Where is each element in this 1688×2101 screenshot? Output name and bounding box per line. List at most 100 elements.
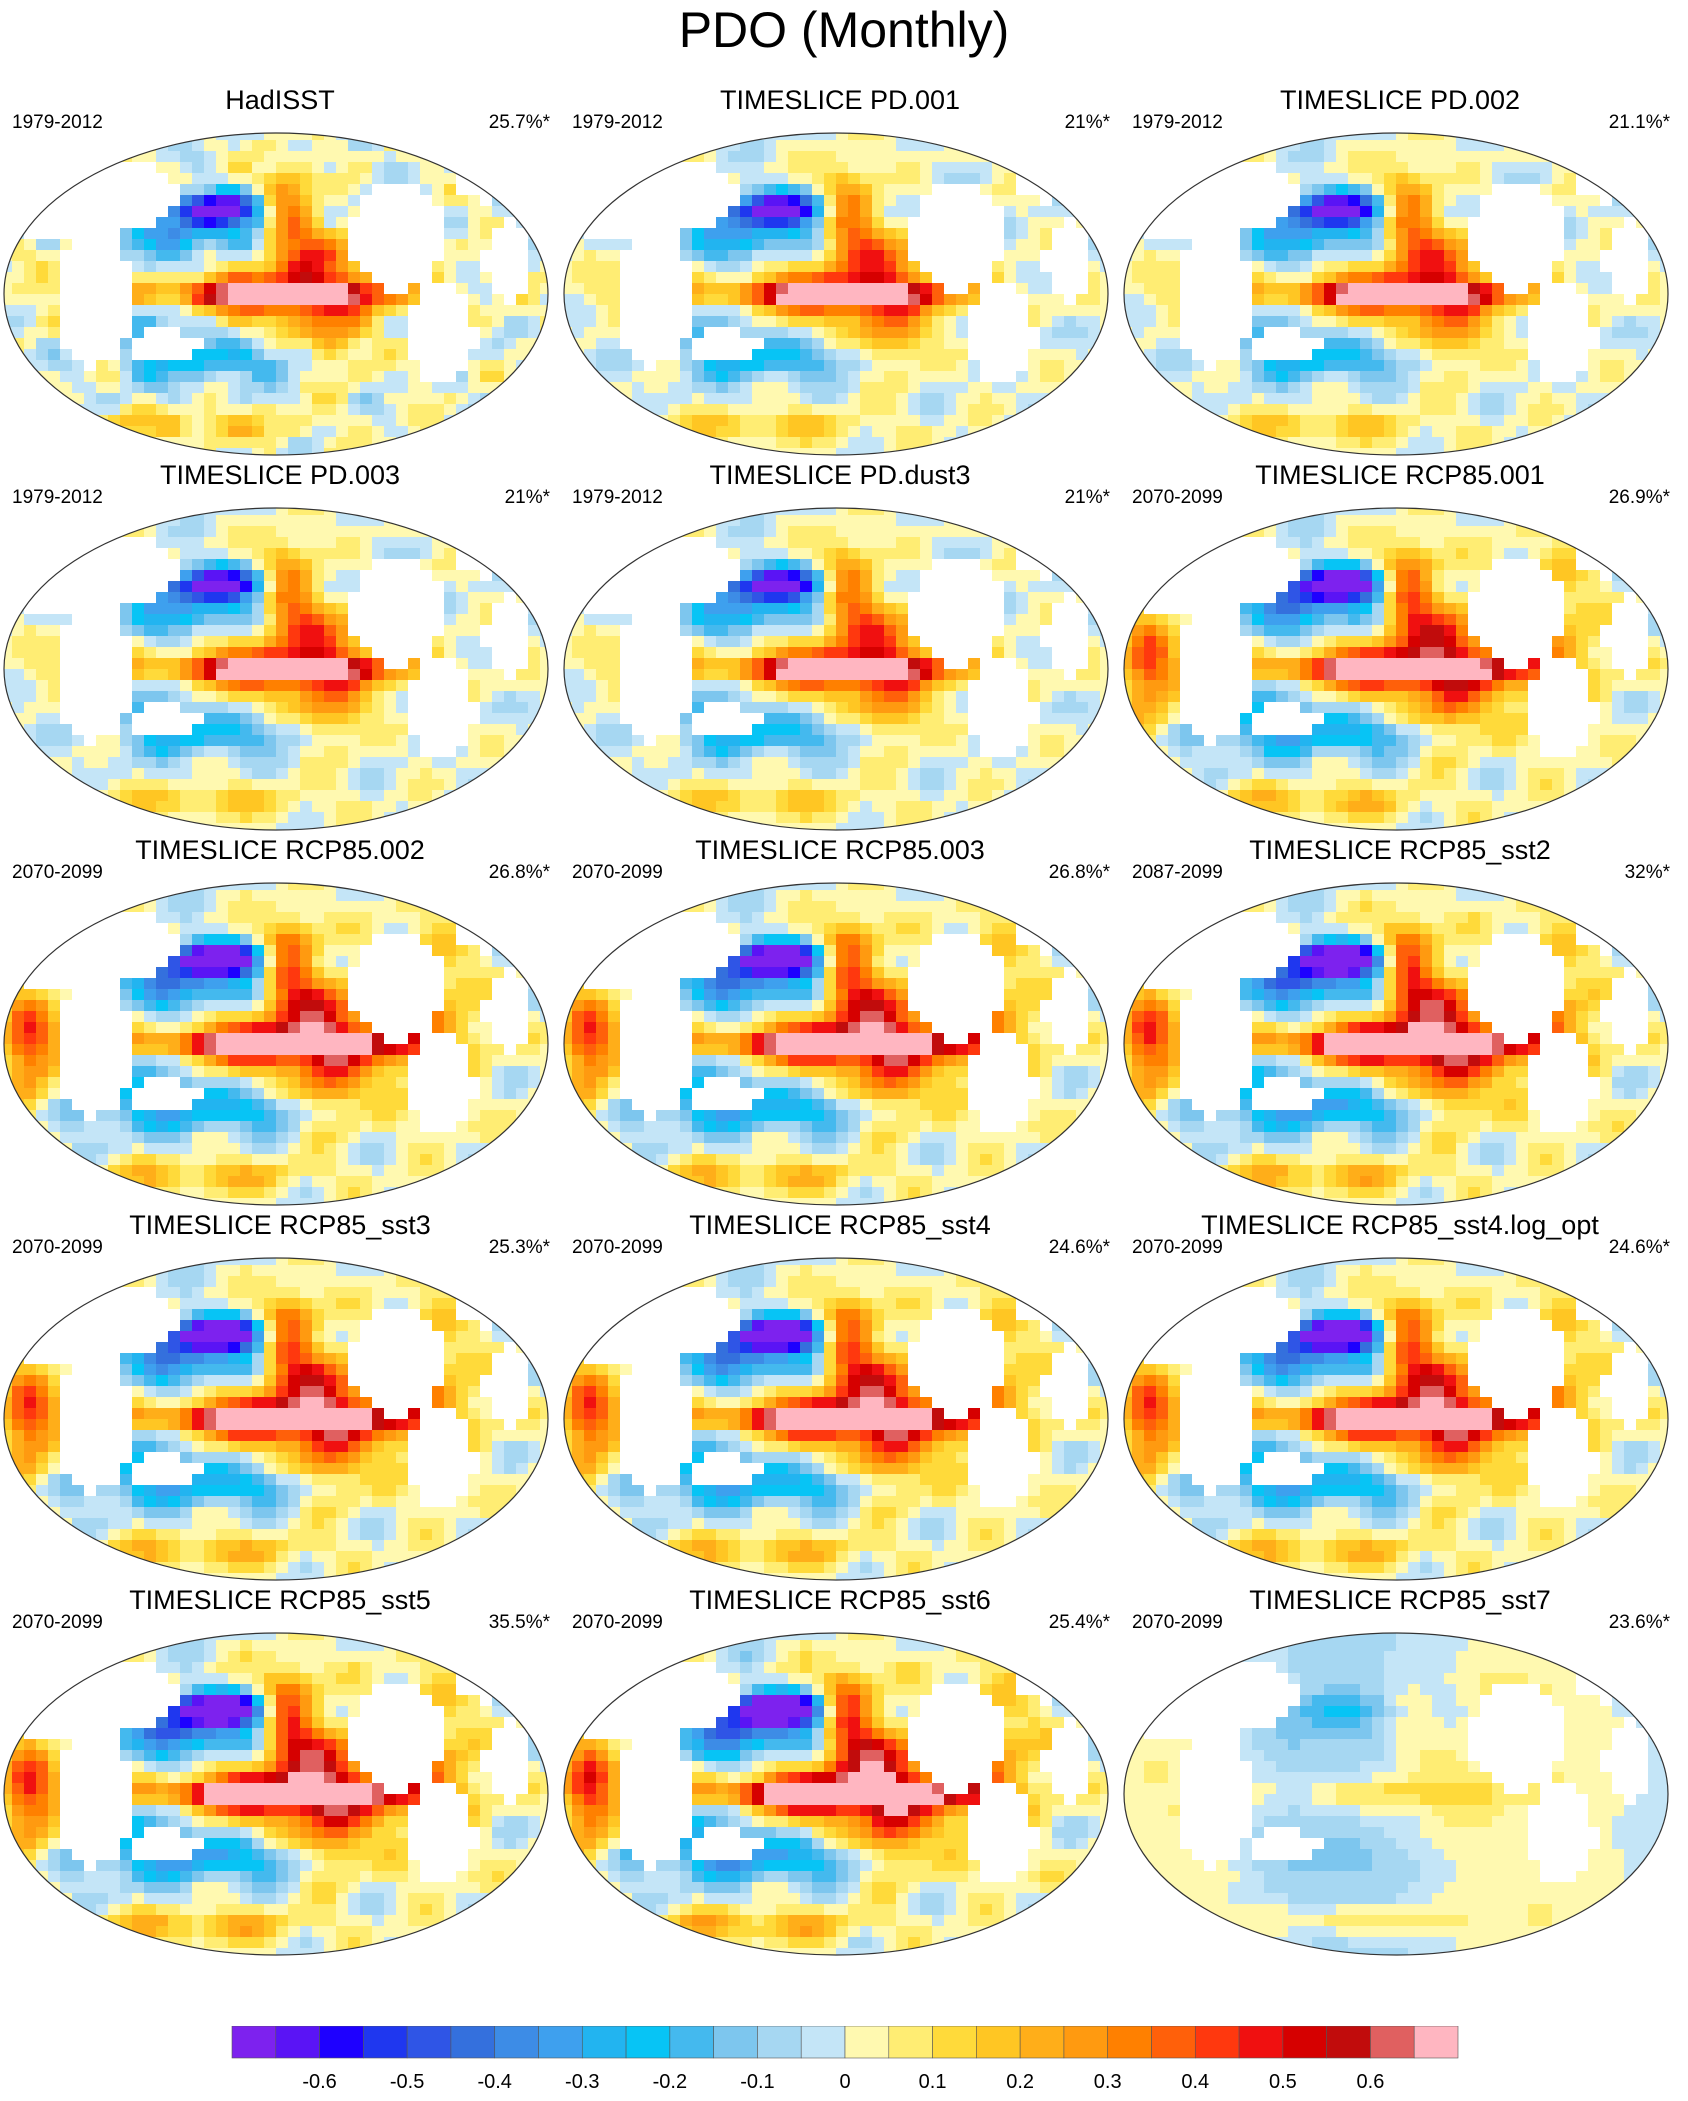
map-cell [216,592,229,604]
map-cell [1528,338,1541,350]
map-cell [1480,250,1493,262]
map-cell [480,206,493,218]
map-cell [620,316,633,328]
map-cell [264,415,277,427]
map-cell [12,195,25,207]
map-cell [132,371,145,383]
map-cell [920,228,933,240]
map-cell [668,371,681,383]
map-cell [692,393,705,405]
map-cell [1516,426,1529,438]
map-cell [1004,261,1017,273]
map-cell [776,162,789,174]
map-cell [1300,173,1313,185]
map-cell [848,162,861,174]
map-cell [432,658,445,670]
map-cell [1240,294,1253,306]
map-cell [584,305,597,317]
map-cell [60,614,73,626]
map-cell [572,360,585,372]
map-cell [1216,195,1229,207]
map-cell [36,404,49,416]
map-cell [1468,217,1481,229]
map-cell [252,349,265,361]
map-cell [444,294,457,306]
map-cell [24,173,37,185]
map-cell [1420,228,1433,240]
map-cell [480,360,493,372]
map-cell [908,283,921,295]
map-cell [584,338,597,350]
map-cell [564,140,573,152]
map-cell [848,140,861,152]
map-cell [540,206,548,218]
map-cell [192,581,205,593]
map-cell [1064,217,1077,229]
map-cell [1252,133,1265,141]
map-cell [1252,415,1265,427]
map-cell [800,327,813,339]
map-cell [608,437,621,449]
map-cell [396,508,409,516]
map-cell [288,133,301,141]
map-cell [716,217,729,229]
map-cell [752,426,765,438]
map-cell [1216,206,1229,218]
map-cell [944,133,957,141]
map-cell [872,294,885,306]
map-cell [800,184,813,196]
map-cell [480,195,493,207]
map-cell [456,658,469,670]
map-cell [48,437,61,449]
map-cell [932,173,945,185]
map-cell [60,316,73,328]
map-cell [848,338,861,350]
map-cell [1372,162,1385,174]
map-cell [108,614,121,626]
map-cell [84,437,97,449]
map-cell [96,404,109,416]
map-cell [192,316,205,328]
map-cell [1204,239,1217,251]
map-cell [968,228,981,240]
map-cell [1384,228,1397,240]
map-cell [1336,272,1349,284]
map-cell [1408,338,1421,350]
map-cell [1168,371,1181,383]
map-cell [608,151,621,163]
map-cell [1348,133,1361,141]
map-cell [764,316,777,328]
map-cell [540,283,548,295]
map-cell [788,382,801,394]
map-cell [264,448,277,455]
map-cell [144,371,157,383]
map-cell [896,360,909,372]
map-cell [228,283,241,295]
map-cell [1252,327,1265,339]
map-cell [1456,327,1469,339]
map-cell [1576,239,1589,251]
map-cell [132,140,145,152]
map-cell [1444,360,1457,372]
map-cell [1420,371,1433,383]
map-cell [468,305,481,317]
map-cell [564,316,573,328]
map-cell [1624,228,1637,240]
map-cell [1064,261,1077,273]
map-cell [644,415,657,427]
map-cell [1576,349,1589,361]
map-cell [444,250,457,262]
map-cell [348,305,361,317]
map-cell [1276,316,1289,328]
map-cell [1504,327,1517,339]
map-cell [1132,239,1145,251]
map-cell [228,195,241,207]
map-cell [812,283,825,295]
map-cell [1576,305,1589,317]
map-cell [1180,217,1193,229]
map-cell [1408,404,1421,416]
map-cell [540,526,548,538]
map-cell [180,151,193,163]
map-cell [800,151,813,163]
map-cell [228,239,241,251]
